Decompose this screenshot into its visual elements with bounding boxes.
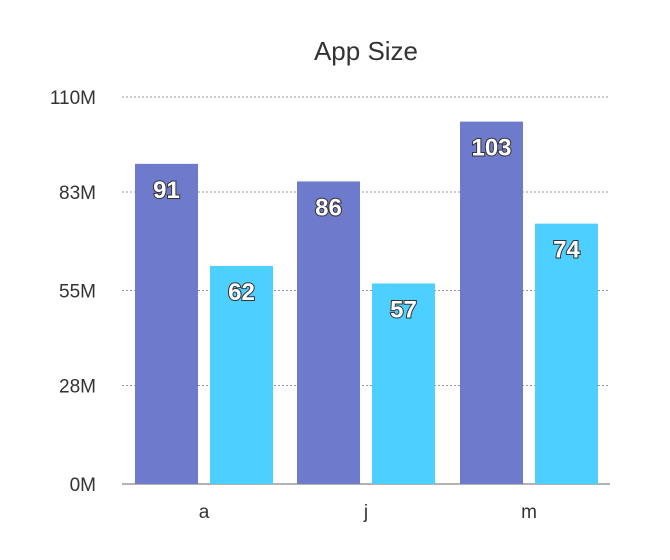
bar-value-label: 74: [553, 237, 580, 264]
grid-layer: [122, 96, 610, 485]
bar: [535, 223, 598, 484]
x-category-label: m: [521, 502, 537, 523]
y-tick-label: 55M: [59, 282, 96, 303]
x-category-label: j: [363, 502, 368, 523]
bar: [297, 181, 360, 484]
bar-value-label: 62: [228, 279, 255, 306]
bar: [135, 163, 198, 484]
y-tick-label: 28M: [59, 376, 96, 397]
bar-value-label: 57: [390, 296, 417, 323]
y-tick-label: 0M: [70, 475, 96, 496]
bar: [372, 283, 435, 484]
chart-title: App Size: [314, 36, 418, 66]
x-category-label: a: [199, 502, 210, 523]
bar-value-label: 103: [471, 135, 511, 162]
label-layer: 0M 28M 55M 83M 110M 91 62 a 86 57 j 103 74 m: [50, 88, 582, 523]
y-tick-label: 110M: [50, 88, 96, 109]
bar-value-label: 86: [315, 194, 342, 221]
bar-value-label: 91: [153, 177, 180, 204]
bar: [460, 121, 523, 485]
bar-layer: [135, 121, 598, 485]
bar: [210, 265, 273, 484]
y-tick-label: 83M: [59, 183, 96, 204]
